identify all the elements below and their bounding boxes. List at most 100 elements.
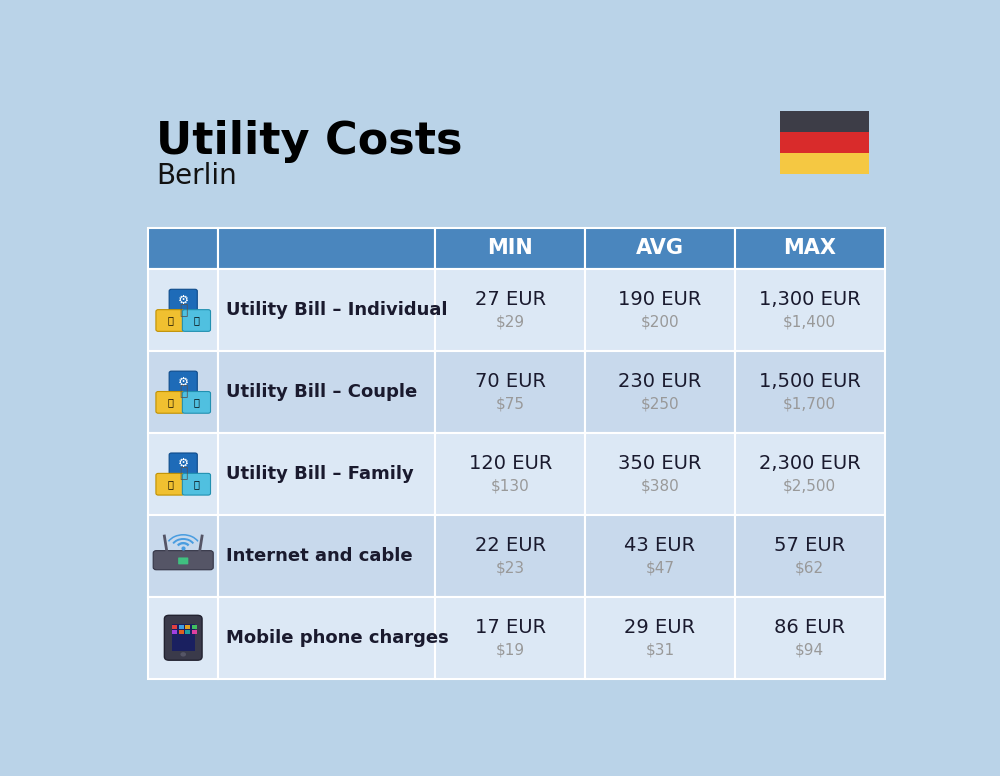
Text: ⚙: ⚙ [178,457,189,470]
Text: Utility Bill – Family: Utility Bill – Family [226,465,414,483]
Text: AVG: AVG [636,238,684,258]
Bar [192,630,197,634]
Circle shape [180,652,186,656]
Text: 29 EUR: 29 EUR [624,618,696,636]
Bar [585,269,735,352]
Bar [148,597,218,679]
Bar [780,132,869,153]
Text: MIN: MIN [487,238,533,258]
Bar [218,515,435,597]
FancyBboxPatch shape [182,473,211,495]
Text: $1,400: $1,400 [783,315,836,330]
Bar [148,227,218,269]
Bar [148,515,218,597]
Text: $250: $250 [641,397,679,411]
Bar [179,630,184,634]
Text: $23: $23 [496,560,525,575]
Text: $2,500: $2,500 [783,479,836,494]
Bar [218,597,435,679]
Bar [192,625,197,629]
Text: $19: $19 [496,643,525,657]
Text: 2,300 EUR: 2,300 EUR [759,454,861,473]
Text: $62: $62 [795,560,824,575]
Text: 350 EUR: 350 EUR [618,454,702,473]
Bar [585,515,735,597]
FancyBboxPatch shape [164,615,202,660]
Text: ⚙: ⚙ [178,293,189,307]
Text: $200: $200 [641,315,679,330]
Text: 43 EUR: 43 EUR [624,535,696,555]
Text: 27 EUR: 27 EUR [475,290,546,309]
Text: 120 EUR: 120 EUR [469,454,552,473]
FancyBboxPatch shape [169,289,197,311]
Text: Utility Bill – Couple: Utility Bill – Couple [226,383,417,401]
FancyBboxPatch shape [153,551,213,570]
Bar [435,227,585,269]
Text: 💧: 💧 [194,480,199,489]
Bar [172,630,177,634]
Text: $380: $380 [641,479,679,494]
FancyBboxPatch shape [169,371,197,393]
Text: Utility Costs: Utility Costs [156,120,462,163]
Text: 🔌: 🔌 [167,480,173,489]
Bar [585,433,735,515]
Bar [435,433,585,515]
Text: MAX: MAX [783,238,836,258]
Text: Berlin: Berlin [156,162,237,190]
Bar [185,630,190,634]
Text: $29: $29 [496,315,525,330]
Bar [585,227,735,269]
Text: 22 EUR: 22 EUR [475,535,546,555]
FancyBboxPatch shape [156,392,184,414]
Bar [148,433,218,515]
Text: Internet and cable: Internet and cable [226,547,413,565]
Text: $75: $75 [496,397,525,411]
Text: 190 EUR: 190 EUR [618,290,702,309]
Bar [735,352,885,433]
Bar [218,433,435,515]
Bar [585,597,735,679]
Bar [435,515,585,597]
Bar [780,111,869,132]
Bar [585,352,735,433]
Text: 17 EUR: 17 EUR [475,618,546,636]
Text: 1,500 EUR: 1,500 EUR [759,372,861,391]
FancyBboxPatch shape [182,310,211,331]
Text: 🔌: 🔌 [167,397,173,407]
Bar [185,625,190,629]
Bar [179,625,184,629]
FancyBboxPatch shape [178,557,188,564]
Bar [735,269,885,352]
FancyBboxPatch shape [156,473,184,495]
Bar [735,515,885,597]
Text: $31: $31 [645,643,675,657]
Text: 🧍: 🧍 [179,303,187,317]
Text: 70 EUR: 70 EUR [475,372,546,391]
Text: 💧: 💧 [194,397,199,407]
Text: 230 EUR: 230 EUR [618,372,702,391]
Bar [435,269,585,352]
Bar [218,352,435,433]
Text: 💧: 💧 [194,316,199,325]
Text: 57 EUR: 57 EUR [774,535,845,555]
Text: ⚙: ⚙ [178,376,189,389]
Bar [148,352,218,433]
Text: $1,700: $1,700 [783,397,836,411]
FancyBboxPatch shape [156,310,184,331]
Text: 🔌: 🔌 [167,316,173,325]
Bar [735,433,885,515]
Text: $47: $47 [645,560,674,575]
Text: 🧍: 🧍 [179,385,187,399]
Text: 86 EUR: 86 EUR [774,618,845,636]
Bar [735,227,885,269]
Bar [435,352,585,433]
Bar [172,624,195,651]
Text: 🧍: 🧍 [179,466,187,480]
Bar [218,227,435,269]
Bar [780,153,869,174]
Text: 1,300 EUR: 1,300 EUR [759,290,861,309]
FancyBboxPatch shape [182,392,211,414]
Bar [172,625,177,629]
Bar [735,597,885,679]
Text: Utility Bill – Individual: Utility Bill – Individual [226,301,447,319]
